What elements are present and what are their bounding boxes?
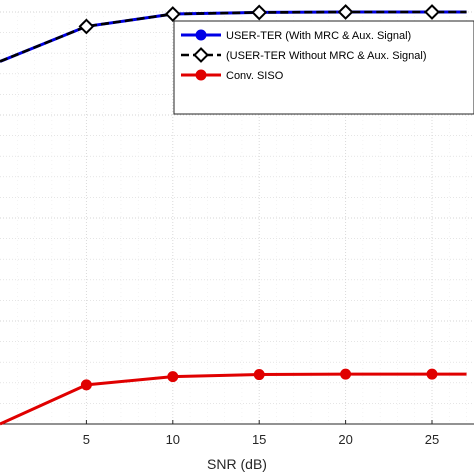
x-tick-label: 15 bbox=[252, 432, 266, 447]
x-ticks: 5 10 15 20 25 bbox=[83, 420, 439, 447]
data-point bbox=[251, 4, 268, 21]
legend-box bbox=[173, 20, 474, 115]
legend-entry: Conv. SISO bbox=[181, 69, 284, 82]
data-point bbox=[164, 6, 181, 22]
series-layer bbox=[0, 4, 467, 426]
data-point bbox=[80, 379, 92, 391]
x-tick-label: 10 bbox=[166, 432, 180, 447]
x-tick-label: 20 bbox=[338, 432, 352, 447]
legend-marker bbox=[193, 47, 209, 63]
data-point bbox=[337, 4, 354, 20]
legend-entry: (USER-TER Without MRC & Aux. Signal) bbox=[181, 47, 427, 63]
series-1 bbox=[0, 4, 467, 63]
x-tick-label: 5 bbox=[83, 432, 90, 447]
data-point bbox=[78, 18, 95, 35]
data-point bbox=[424, 4, 440, 20]
legend: USER-TER (With MRC & Aux. Signal) (USER-T… bbox=[173, 20, 474, 115]
legend-marker bbox=[195, 29, 207, 41]
series-line bbox=[0, 372, 467, 426]
data-point bbox=[167, 371, 179, 383]
legend-label: Conv. SISO bbox=[226, 70, 284, 82]
legend-label: (USER-TER Without MRC & Aux. Signal) bbox=[226, 50, 427, 62]
legend-entry: USER-TER (With MRC & Aux. Signal) bbox=[181, 29, 411, 42]
data-point bbox=[340, 368, 352, 380]
data-point bbox=[253, 369, 265, 381]
series-2 bbox=[0, 368, 467, 426]
x-axis-label: SNR (dB) bbox=[207, 456, 267, 472]
legend-label: USER-TER (With MRC & Aux. Signal) bbox=[226, 30, 411, 42]
legend-marker bbox=[195, 69, 207, 81]
data-point bbox=[426, 368, 438, 380]
x-tick-label: 25 bbox=[425, 432, 439, 447]
